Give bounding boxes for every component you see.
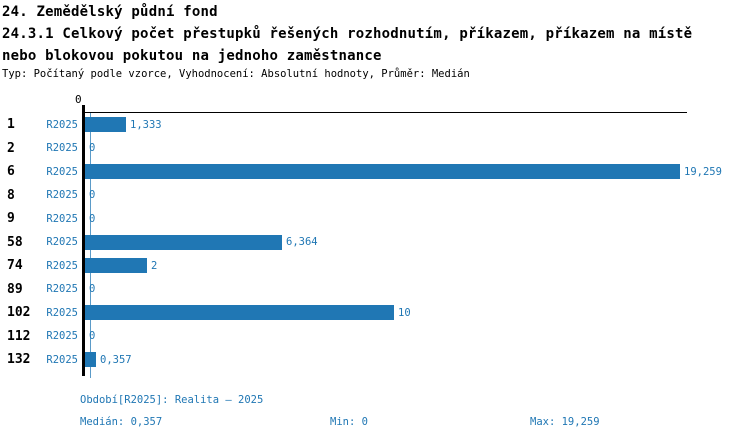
chart-header: 24. Zemědělský půdní fond 24.3.1 Celkový… [2,1,692,82]
row-category-label: 102 [7,305,31,321]
row-bar-zone: 0 [85,282,95,297]
row-series-label: R2025 [46,165,78,178]
y-axis-line [82,105,85,376]
bar-row: 132 R2025 0,357 [0,348,750,372]
bar-value-label: 1,333 [130,118,162,131]
max-stat-label: Max: 19,259 [530,416,600,428]
bar-value-label: 0,357 [100,353,132,366]
row-category-label: 9 [7,211,15,227]
row-series-label: R2025 [46,353,78,366]
bar-value-label: 0 [89,142,96,155]
row-bar-zone: 6,364 [85,234,318,250]
x-axis-line [82,112,687,113]
row-category-label: 132 [7,352,31,368]
bar-row: 9 R2025 0 [0,207,750,231]
row-category-label: 58 [7,234,23,250]
row-series-label: R2025 [46,283,78,296]
row-category-label: 74 [7,258,23,274]
bar-row: 1 R2025 1,333 [0,113,750,137]
x-axis-tick-zero: 0 [75,93,82,106]
bar-value-label: 6,364 [286,236,318,249]
bar-row: 89 R2025 0 [0,278,750,302]
row-bar-zone: 10 [85,305,411,321]
bar [85,117,126,133]
bar [85,352,96,368]
row-bar-zone: 19,259 [85,164,722,180]
row-bar-zone: 0 [85,141,95,156]
row-bar-zone: 1,333 [85,117,162,133]
row-series-label: R2025 [46,189,78,202]
row-category-label: 8 [7,187,15,203]
row-bar-zone: 2 [85,258,158,274]
bar-row: 102 R2025 10 [0,301,750,325]
row-bar-zone: 0 [85,329,95,344]
bar [85,305,394,321]
row-category-label: 89 [7,281,23,297]
row-category-label: 1 [7,117,15,133]
row-bar-zone: 0,357 [85,352,132,368]
bar-row: 58 R2025 6,364 [0,231,750,255]
row-series-label: R2025 [46,259,78,272]
bar-value-label: 2 [151,259,158,272]
bar [85,234,282,250]
row-series-label: R2025 [46,142,78,155]
bar-row: 6 R2025 19,259 [0,160,750,184]
row-series-label: R2025 [46,236,78,249]
row-category-label: 6 [7,164,15,180]
period-label: Období[R2025]: Realita – 2025 [80,394,264,406]
row-bar-zone: 0 [85,188,95,203]
row-series-label: R2025 [46,118,78,131]
median-stat-label: Medián: 0,357 [80,416,163,428]
bar [85,164,680,180]
min-stat-label: Min: 0 [330,416,368,428]
bar-value-label: 0 [89,283,96,296]
bar-chart-rows: 1 R2025 1,333 2 R2025 0 6 R2025 19,259 8… [0,113,750,372]
bar-row: 2 R2025 0 [0,137,750,161]
bar-value-label: 19,259 [684,165,722,178]
bar-row: 8 R2025 0 [0,184,750,208]
row-series-label: R2025 [46,306,78,319]
row-series-label: R2025 [46,330,78,343]
bar [85,258,147,274]
bar-value-label: 0 [89,212,96,225]
chart-meta: Typ: Počítaný podle vzorce, Vyhodnocení:… [2,68,470,80]
bar-row: 74 R2025 2 [0,254,750,278]
row-category-label: 2 [7,140,15,156]
row-category-label: 112 [7,328,31,344]
chart-title: 24. Zemědělský půdní fond [2,4,218,20]
chart-subtitle-line1: 24.3.1 Celkový počet přestupků řešených … [2,26,693,42]
chart-subtitle-line2: nebo blokovou pokutou na jednoho zaměstn… [2,48,382,64]
bar-value-label: 0 [89,330,96,343]
row-series-label: R2025 [46,212,78,225]
row-bar-zone: 0 [85,211,95,226]
bar-row: 112 R2025 0 [0,325,750,349]
bar-value-label: 0 [89,189,96,202]
bar-value-label: 10 [398,306,411,319]
